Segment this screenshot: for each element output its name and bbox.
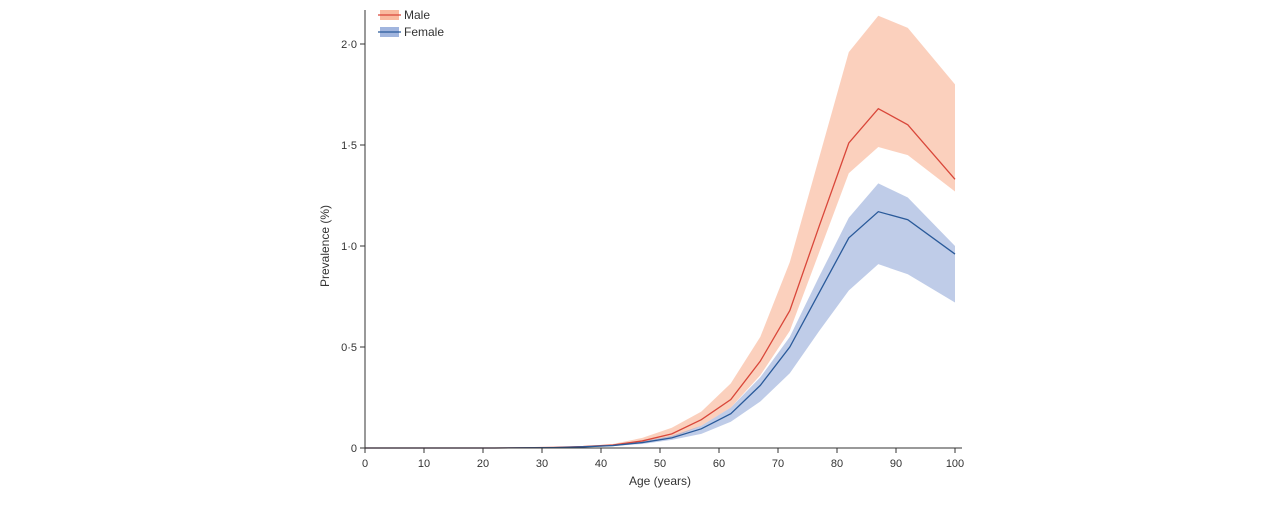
y-ticks: 0 0·5 1·0 1·5 2·0 bbox=[341, 39, 365, 455]
x-tick-label: 30 bbox=[536, 458, 548, 470]
x-ticks: 0 10 20 30 40 50 60 70 80 90 100 bbox=[362, 448, 964, 470]
x-axis-label: Age (years) bbox=[629, 474, 691, 488]
x-tick-label: 80 bbox=[831, 458, 843, 470]
legend-label: Male bbox=[404, 8, 430, 22]
x-tick-label: 100 bbox=[946, 458, 964, 470]
x-tick-label: 90 bbox=[890, 458, 902, 470]
legend-item-female: Female bbox=[378, 25, 444, 39]
legend: Male Female bbox=[378, 8, 444, 39]
y-tick-label: 0·5 bbox=[341, 342, 357, 354]
y-tick-label: 1·0 bbox=[341, 241, 357, 253]
x-tick-label: 70 bbox=[772, 458, 784, 470]
y-tick-label: 1·5 bbox=[341, 140, 357, 152]
y-tick-label: 2·0 bbox=[341, 39, 357, 51]
female-confidence-band bbox=[365, 183, 955, 448]
x-tick-label: 10 bbox=[418, 458, 430, 470]
x-tick-label: 20 bbox=[477, 458, 489, 470]
y-axis-label: Prevalence (%) bbox=[318, 205, 332, 287]
x-tick-label: 50 bbox=[654, 458, 666, 470]
confidence-bands bbox=[365, 15, 955, 448]
legend-label: Female bbox=[404, 25, 444, 39]
x-tick-label: 40 bbox=[595, 458, 607, 470]
legend-item-male: Male bbox=[378, 8, 430, 22]
axes bbox=[364, 10, 962, 449]
x-tick-label: 0 bbox=[362, 458, 368, 470]
male-line bbox=[365, 107, 956, 449]
x-tick-label: 60 bbox=[713, 458, 725, 470]
series-lines bbox=[365, 107, 956, 449]
male-confidence-band bbox=[365, 15, 955, 448]
y-tick-label: 0 bbox=[351, 443, 357, 455]
